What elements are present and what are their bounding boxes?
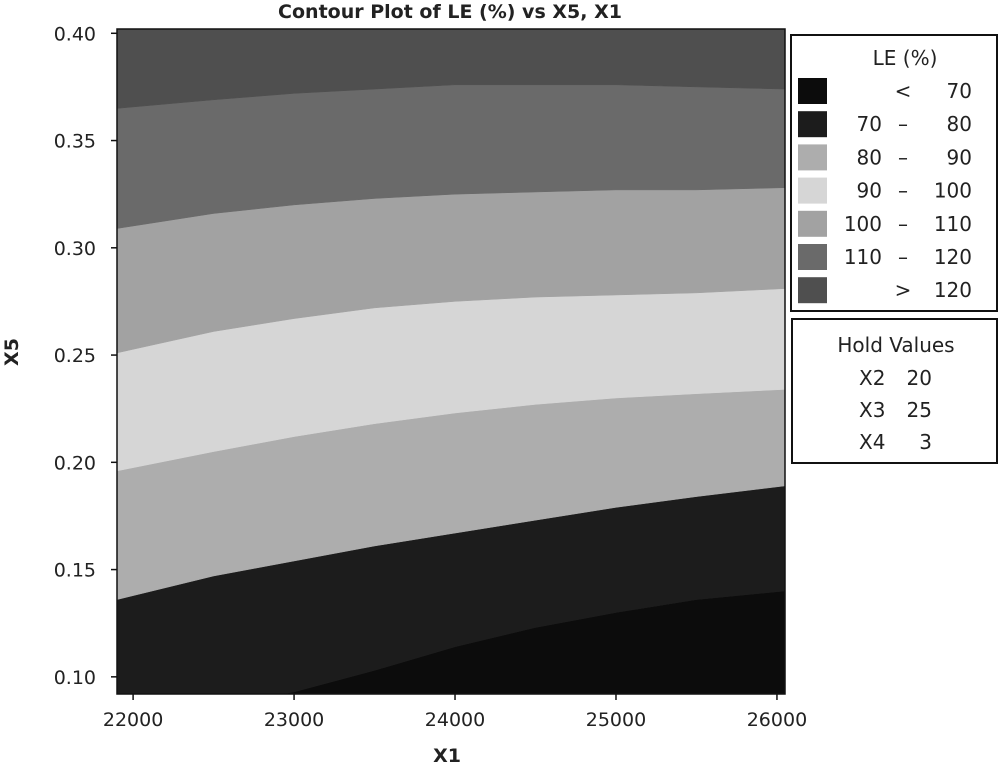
legend-operator: > bbox=[895, 278, 912, 302]
legend-high: 80 bbox=[947, 112, 972, 136]
legend-swatch bbox=[798, 144, 827, 171]
legend-high: 90 bbox=[947, 145, 972, 169]
hold-values-items: X2 20 X3 25 X4 3 bbox=[859, 366, 932, 454]
legend-swatch bbox=[798, 277, 827, 304]
legend-low: 80 bbox=[857, 145, 882, 169]
legend-swatch bbox=[798, 177, 827, 204]
legend-swatch bbox=[798, 210, 827, 237]
legend-operator: – bbox=[898, 112, 908, 136]
hold-value-number: 3 bbox=[919, 430, 932, 454]
legend-low: 70 bbox=[857, 112, 882, 136]
legend-low: 100 bbox=[844, 212, 882, 236]
legend-operator: – bbox=[898, 179, 908, 203]
legend-low: 110 bbox=[844, 245, 882, 269]
y-tick-label: 0.40 bbox=[54, 23, 96, 45]
y-tick-label: 0.25 bbox=[54, 345, 96, 367]
hold-value-name: X3 bbox=[859, 398, 885, 422]
legend-swatch bbox=[798, 244, 827, 270]
x-tick-label: 22000 bbox=[103, 709, 163, 731]
chart-title: Contour Plot of LE (%) vs X5, X1 bbox=[278, 1, 622, 23]
x-tick-label: 26000 bbox=[747, 709, 807, 731]
legend-low: 90 bbox=[857, 179, 882, 203]
legend-high: 100 bbox=[934, 179, 972, 203]
legend-high: 110 bbox=[934, 212, 972, 236]
hold-value-name: X2 bbox=[859, 366, 885, 390]
plot-frame bbox=[116, 28, 786, 695]
hold-values-box: Hold Values X2 20 X3 25 X4 3 bbox=[791, 318, 998, 464]
y-axis-label: X5 bbox=[1, 338, 23, 366]
x-axis-label: X1 bbox=[433, 745, 461, 766]
hold-values-frame bbox=[791, 318, 998, 464]
y-tick-label: 0.15 bbox=[54, 560, 96, 582]
legend-swatch bbox=[798, 111, 827, 138]
plot-area bbox=[117, 29, 785, 694]
x-tick-label: 25000 bbox=[586, 709, 646, 731]
hold-value-number: 20 bbox=[907, 366, 932, 390]
legend-swatch bbox=[798, 78, 827, 104]
legend-operator: – bbox=[898, 212, 908, 236]
contour-band bbox=[117, 29, 785, 109]
legend-operator: < bbox=[895, 79, 912, 103]
y-axis: 0.10 0.15 0.20 0.25 0.30 0.35 0.40 bbox=[54, 23, 117, 689]
y-tick-label: 0.35 bbox=[54, 131, 96, 153]
legend-high: 70 bbox=[947, 79, 972, 103]
legend-operator: – bbox=[898, 245, 908, 269]
x-tick-label: 24000 bbox=[425, 709, 485, 731]
y-tick-label: 0.10 bbox=[54, 667, 96, 689]
hold-values-title: Hold Values bbox=[837, 333, 954, 357]
legend-title: LE (%) bbox=[873, 46, 938, 70]
hold-value-number: 25 bbox=[907, 398, 932, 422]
y-tick-label: 0.20 bbox=[54, 452, 96, 474]
legend: LE (%) <7070–8080–9090–100100–110110–120… bbox=[790, 34, 998, 312]
x-axis: 22000 23000 24000 25000 26000 bbox=[103, 694, 807, 731]
legend-operator: – bbox=[898, 145, 908, 169]
y-tick-label: 0.30 bbox=[54, 238, 96, 260]
x-tick-label: 23000 bbox=[264, 709, 324, 731]
legend-high: 120 bbox=[934, 278, 972, 302]
hold-value-name: X4 bbox=[859, 430, 885, 454]
legend-high: 120 bbox=[934, 245, 972, 269]
